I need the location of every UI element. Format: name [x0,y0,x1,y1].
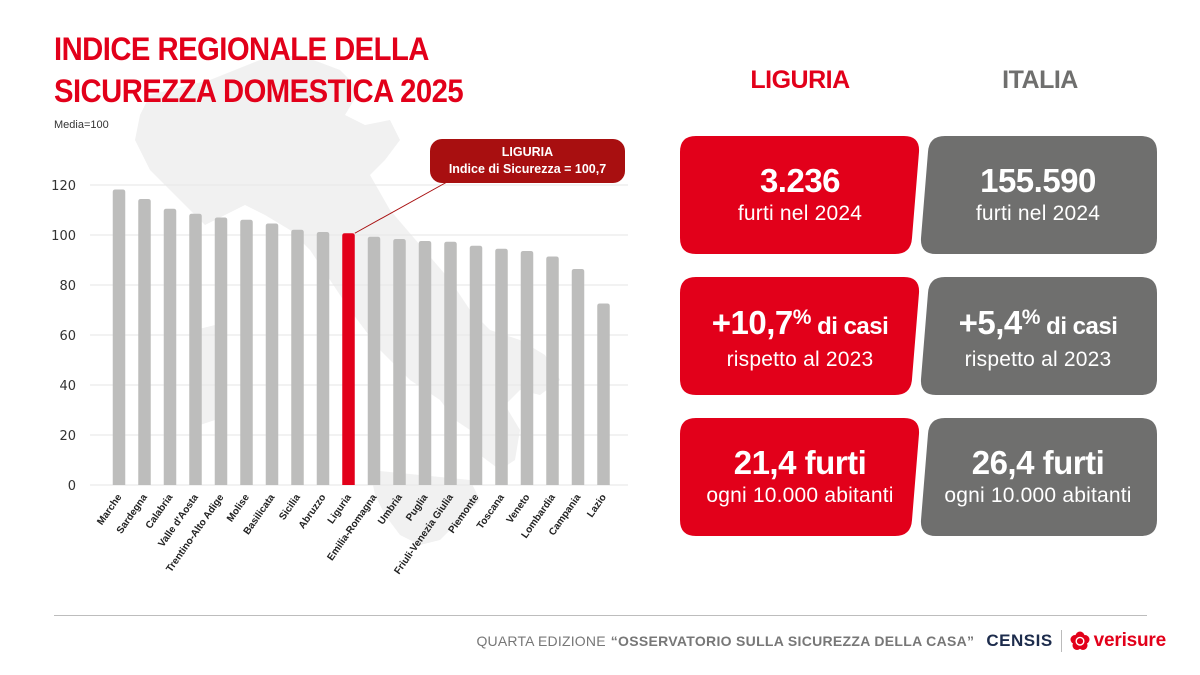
italia-heading: ITALIA [1002,66,1078,94]
verisure-logo: verisure [1093,630,1167,651]
card-unit: di casi [1039,312,1118,340]
bar-friuli-venezia-giulia [444,241,457,485]
card-caption: ogni 10.000 abitanti [706,484,894,507]
bars [112,189,610,485]
censis-logo: CENSIS [986,631,1053,650]
footer-edition: QUARTA EDIZIONE [476,633,606,649]
bar-umbria [393,239,406,485]
bar-chart: 0 20 40 60 80 100 120 MarcheSardegnaCalabriaVa… [51,179,628,577]
card-unit: di casi [810,312,889,340]
x-tick-label: Sicilia [277,492,303,522]
italia-card-change: +5,4% di casi rispetto al 2023 [918,277,1158,395]
bar-veneto [520,251,534,485]
liguria-card-change: +10,7% di casi rispetto al 2023 [680,277,920,395]
y-tick-label: 60 [59,329,76,344]
bar-liguria [342,233,355,485]
bar-trentino-alto-adige [214,217,228,485]
liguria-card-thefts: 3.236 furti nel 2024 [680,136,920,254]
x-tick-label: Molise [225,492,252,524]
bar-molise [240,219,253,485]
bar-calabria [163,208,177,485]
bar-basilicata [265,223,279,485]
bar-valle-d-aosta [189,213,202,485]
y-tick-label: 120 [51,179,76,194]
bar-marche [112,189,126,485]
card-value: 3.236 [759,162,841,199]
x-tick-label: Puglia [404,492,430,523]
card-percent-sign: % [792,305,812,329]
chart-subtitle: Media=100 [54,119,109,131]
bar-piemonte [469,245,483,485]
card-unit: furti [1033,444,1105,481]
liguria-heading: LIGURIA [750,66,850,94]
logo-separator [1060,630,1062,652]
footer: QUARTA EDIZIONE “OSSERVATORIO SULLA SICU… [0,630,1166,652]
bar-sardegna [138,199,151,485]
y-tick-label: 0 [68,479,76,494]
bar-lombardia [546,256,559,485]
card-percent-sign: % [1021,305,1041,329]
bar-abruzzo [316,232,330,485]
liguria-card-rate: 21,4 furti ogni 10.000 abitanti [680,418,920,536]
card-value: 155.590 [980,162,1096,199]
bar-sicilia [291,229,304,485]
y-tick-label: 20 [59,429,76,444]
title-line-2: SICUREZZA DOMESTICA 2025 [54,73,464,109]
card-caption: rispetto al 2023 [726,347,874,371]
card-caption: furti nel 2024 [975,202,1101,225]
card-caption: furti nel 2024 [737,202,863,225]
callout-region: LIGURIA [501,145,554,159]
card-unit: furti [795,444,867,481]
bar-emilia-romagna [367,236,381,485]
x-tick-label: Emilia-Romagna [326,492,380,563]
bar-toscana [495,248,508,485]
card-value: 26,4 [971,444,1035,481]
footer-divider [54,615,1147,616]
y-tick-label: 40 [59,379,76,394]
card-value: +10,7 [711,303,794,341]
italia-card-rate: 26,4 furti ogni 10.000 abitanti [918,418,1158,536]
y-tick-label: 80 [59,279,76,294]
x-tick-label: Umbria [376,492,405,527]
liguria-callout: LIGURIA Indice di Sicurezza = 100,7 [430,139,625,183]
callout-connector [354,181,448,234]
x-tick-label: Lazio [585,492,609,519]
card-value: 21,4 [733,444,797,481]
bar-puglia [418,241,432,485]
gridlines [90,184,628,486]
verisure-flower-icon [1070,631,1090,650]
card-caption: ogni 10.000 abitanti [944,484,1132,507]
title-line-1: INDICE REGIONALE DELLA [54,31,429,67]
card-value: +5,4 [958,303,1023,341]
bar-campania [571,269,585,485]
callout-index: Indice di Sicurezza = 100,7 [448,162,607,176]
footer-observatory: “OSSERVATORIO SULLA SICUREZZA DELLA CASA… [610,633,975,649]
card-caption: rispetto al 2023 [964,347,1112,371]
y-axis-ticks: 0 20 40 60 80 100 120 [51,179,76,494]
y-tick-label: 100 [51,229,76,244]
italia-card-thefts: 155.590 furti nel 2024 [918,136,1158,254]
bar-lazio [597,303,610,485]
page-title: INDICE REGIONALE DELLA SICUREZZA DOMESTI… [54,28,464,112]
